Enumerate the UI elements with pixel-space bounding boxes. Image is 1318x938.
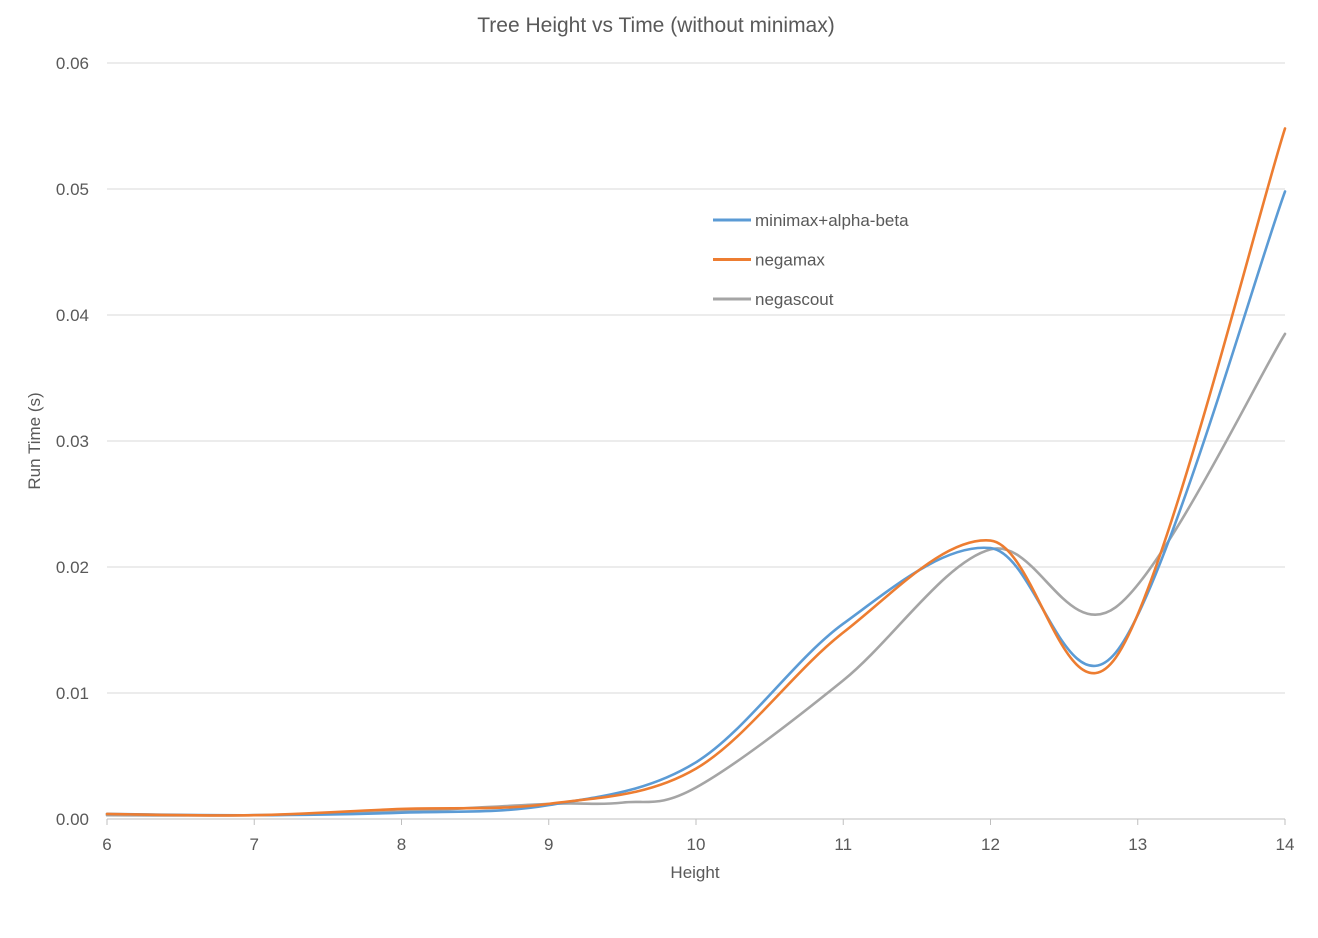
- x-axis-ticks: 6 7 8 9 10 11 12 13 14: [102, 819, 1294, 854]
- x-tick-label: 12: [981, 835, 1000, 854]
- y-tick-label: 0.00: [56, 810, 89, 829]
- legend-label-negascout: negascout: [755, 290, 834, 309]
- gridlines: [107, 62, 1285, 820]
- y-axis-ticks: 0.00 0.01 0.02 0.03 0.04 0.05 0.06: [56, 54, 89, 829]
- y-tick-label: 0.03: [56, 432, 89, 451]
- series-line-minimax-alpha-beta: [105, 190, 1287, 817]
- legend-label-negamax: negamax: [755, 251, 825, 270]
- y-tick-label: 0.01: [56, 684, 89, 703]
- x-tick-label: 11: [834, 835, 852, 854]
- x-tick-label: 13: [1128, 835, 1147, 854]
- y-tick-label: 0.04: [56, 306, 89, 325]
- y-tick-label: 0.05: [56, 180, 89, 199]
- x-tick-label: 10: [687, 835, 706, 854]
- legend: minimax+alpha-beta negamax negascout: [713, 211, 909, 309]
- series-lines: [105, 127, 1287, 817]
- x-tick-label: 7: [250, 835, 259, 854]
- series-line-negascout: [105, 332, 1287, 817]
- series-line-negamax: [105, 127, 1287, 817]
- legend-label-minimax-alpha-beta: minimax+alpha-beta: [755, 211, 909, 230]
- x-axis-title: Height: [670, 863, 719, 882]
- y-axis-title: Run Time (s): [25, 392, 44, 489]
- x-tick-label: 8: [397, 835, 406, 854]
- y-tick-label: 0.06: [56, 54, 89, 73]
- y-tick-label: 0.02: [56, 558, 89, 577]
- x-tick-label: 9: [544, 835, 553, 854]
- chart-title: Tree Height vs Time (without minimax): [477, 14, 834, 37]
- x-tick-label: 14: [1276, 835, 1295, 854]
- x-tick-label: 6: [102, 835, 111, 854]
